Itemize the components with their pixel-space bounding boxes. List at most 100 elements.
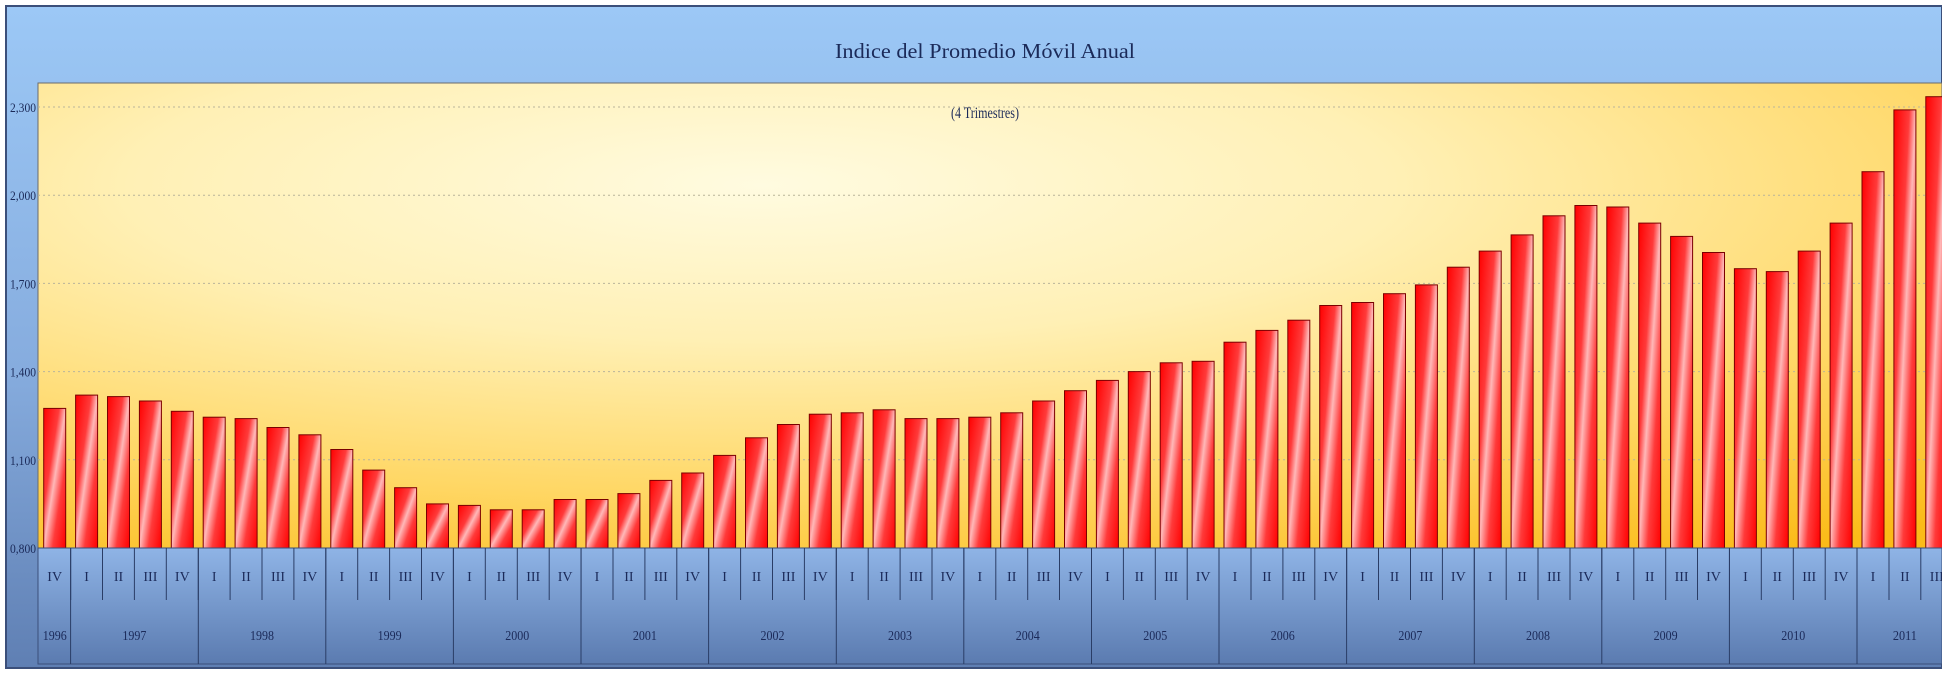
bar xyxy=(1383,293,1406,549)
x-tick-label-quarter: I xyxy=(977,570,982,585)
bar xyxy=(1702,252,1725,549)
bar xyxy=(1765,271,1789,549)
x-tick-label-quarter: II xyxy=(1262,570,1272,585)
x-tick-label-quarter: IV xyxy=(1579,570,1594,585)
x-tick-label-quarter: I xyxy=(212,570,217,585)
x-tick-label-year: 2011 xyxy=(1893,629,1917,644)
y-tick-label: 1,700 xyxy=(10,276,36,291)
y-tick-label: 2,000 xyxy=(10,188,36,203)
bar xyxy=(234,418,258,549)
bar xyxy=(1478,250,1502,549)
x-tick-label-quarter: IV xyxy=(430,570,445,585)
x-tick-label-quarter: I xyxy=(339,570,344,585)
x-tick-label-year: 2002 xyxy=(761,629,785,644)
x-tick-label-quarter: IV xyxy=(1451,570,1466,585)
x-tick-label-quarter: I xyxy=(84,570,89,585)
x-tick-label-quarter: III xyxy=(1802,570,1816,585)
x-tick-label-quarter: II xyxy=(114,570,124,585)
bar xyxy=(904,418,928,549)
x-tick-label-quarter: I xyxy=(1743,570,1748,585)
y-tick-label: 1,100 xyxy=(10,453,36,468)
x-tick-label-quarter: I xyxy=(1233,570,1238,585)
x-tick-label-quarter: I xyxy=(595,570,600,585)
y-tick-label: 0,800 xyxy=(10,541,36,556)
bar xyxy=(521,509,545,549)
x-tick-label-quarter: III xyxy=(1930,570,1942,585)
x-tick-label-quarter: II xyxy=(624,570,634,585)
x-tick-label-quarter: IV xyxy=(685,570,700,585)
bar xyxy=(138,400,162,549)
x-tick-label-quarter: III xyxy=(526,570,540,585)
bar xyxy=(840,412,864,549)
x-tick-label-quarter: III xyxy=(143,570,157,585)
x-tick-label-quarter: III xyxy=(654,570,668,585)
x-tick-label-year: 2005 xyxy=(1143,629,1167,644)
bar xyxy=(713,454,737,549)
x-tick-label-quarter: II xyxy=(879,570,889,585)
bar xyxy=(968,416,992,549)
category-axis: IV I II III IV I II III IV I II III IV I II III IV I II III… xyxy=(43,548,1942,664)
bar xyxy=(298,434,322,549)
bar xyxy=(170,410,194,549)
bar xyxy=(1255,329,1279,549)
x-tick-label-quarter: III xyxy=(909,570,923,585)
x-tick-label-quarter: II xyxy=(497,570,507,585)
bar xyxy=(1542,215,1566,549)
x-tick-label-year: 2000 xyxy=(505,629,529,644)
x-tick-label-quarter: II xyxy=(1773,570,1783,585)
bar xyxy=(1925,96,1942,549)
x-tick-label-quarter: IV xyxy=(175,570,190,585)
bar xyxy=(1670,235,1694,549)
bar xyxy=(936,418,960,549)
x-tick-label-quarter: III xyxy=(399,570,413,585)
bar xyxy=(1446,266,1470,549)
bar xyxy=(681,472,705,549)
x-tick-label-quarter: III xyxy=(1037,570,1051,585)
bar xyxy=(266,427,290,549)
x-tick-label-quarter: II xyxy=(1007,570,1017,585)
y-tick-label: 2,300 xyxy=(10,100,36,115)
bar xyxy=(1893,109,1917,549)
x-tick-label-quarter: IV xyxy=(813,570,828,585)
bar xyxy=(1414,284,1438,549)
x-tick-label-year: 1996 xyxy=(43,629,67,644)
x-tick-label-year: 2010 xyxy=(1781,629,1805,644)
bars xyxy=(43,96,1942,549)
category-axis-band xyxy=(37,547,1942,665)
x-tick-label-year: 2003 xyxy=(888,629,912,644)
x-tick-label-quarter: III xyxy=(1419,570,1433,585)
x-tick-label-quarter: IV xyxy=(941,570,956,585)
x-tick-label-year: 2004 xyxy=(1016,629,1040,644)
x-tick-label-quarter: II xyxy=(1900,570,1910,585)
bar xyxy=(1861,171,1885,549)
x-tick-label-quarter: I xyxy=(1360,570,1365,585)
bar xyxy=(75,394,99,549)
bar xyxy=(1000,412,1024,549)
x-tick-label-quarter: III xyxy=(781,570,795,585)
x-tick-label-year: 2001 xyxy=(633,629,657,644)
x-tick-label-quarter: IV xyxy=(1196,570,1211,585)
bar xyxy=(1733,268,1757,549)
bar xyxy=(489,509,513,549)
bar xyxy=(1638,222,1662,549)
x-tick-label-quarter: III xyxy=(1547,570,1561,585)
bar xyxy=(617,493,641,549)
bar xyxy=(1159,362,1183,549)
bar xyxy=(1797,250,1821,549)
bar xyxy=(585,499,609,549)
chart-subtitle: (4 Trimestres) xyxy=(951,105,1019,122)
x-tick-label-year: 2006 xyxy=(1271,629,1295,644)
x-tick-label-year: 2007 xyxy=(1398,629,1422,644)
x-tick-label-year: 2009 xyxy=(1654,629,1678,644)
bar xyxy=(1064,390,1087,549)
x-tick-label-quarter: I xyxy=(1871,570,1876,585)
bar xyxy=(1223,341,1247,549)
bar xyxy=(1319,305,1343,549)
bar xyxy=(394,487,418,549)
bar xyxy=(107,396,130,549)
x-tick-label-year: 1998 xyxy=(250,629,274,644)
bar xyxy=(553,499,577,549)
bar xyxy=(1606,206,1630,549)
x-tick-label-quarter: III xyxy=(271,570,285,585)
